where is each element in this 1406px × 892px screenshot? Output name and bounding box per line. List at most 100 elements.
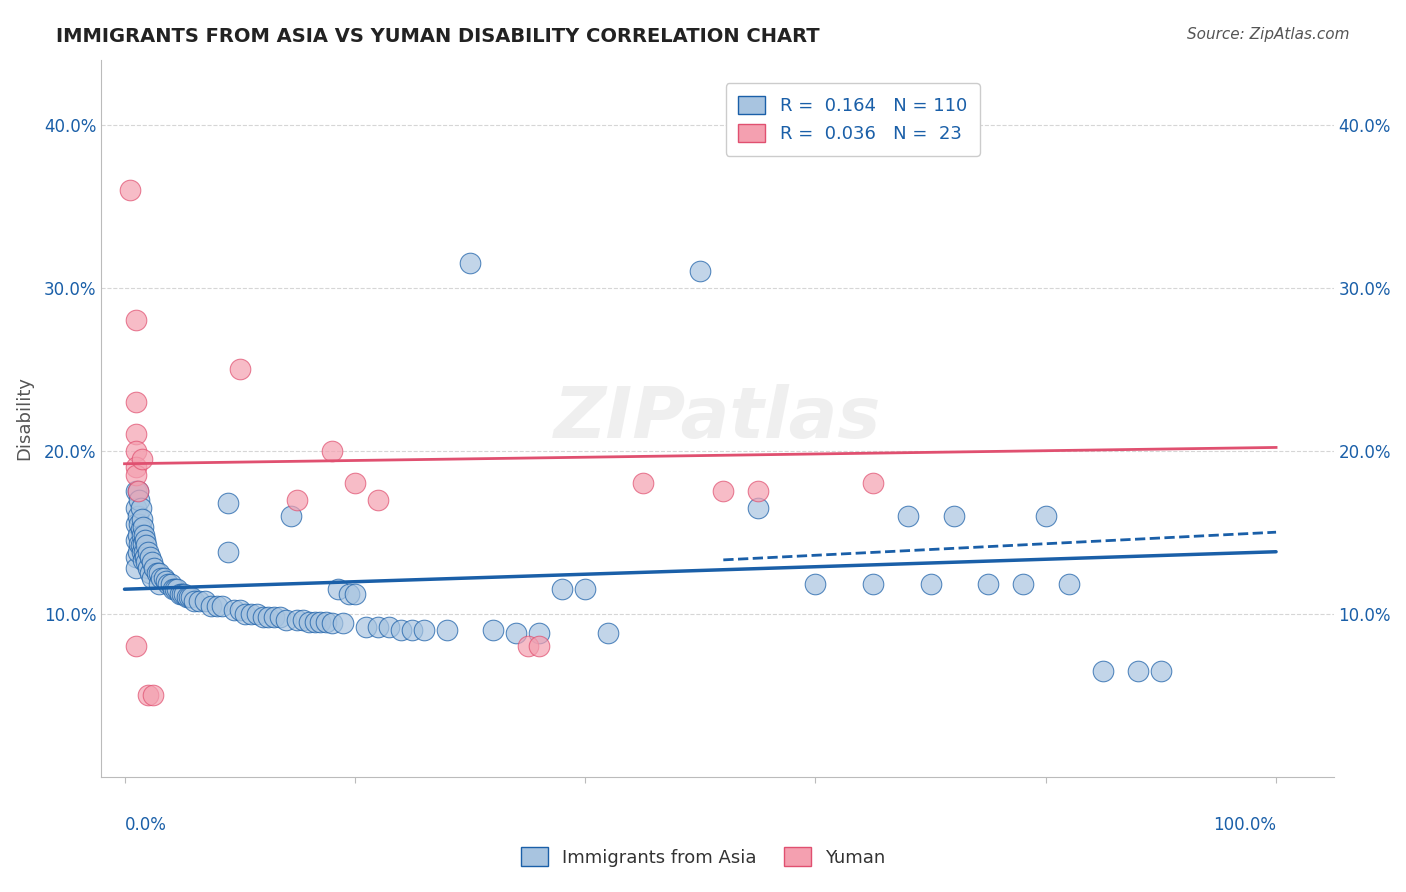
Point — [128, 516, 150, 531]
Point — [148, 566, 170, 580]
Point — [337, 587, 360, 601]
Point — [321, 443, 343, 458]
Point — [142, 688, 165, 702]
Point — [343, 587, 366, 601]
Legend: R =  0.164   N = 110, R =  0.036   N =  23: R = 0.164 N = 110, R = 0.036 N = 23 — [725, 83, 980, 156]
Point — [217, 496, 239, 510]
Point — [141, 555, 163, 569]
Point — [127, 528, 149, 542]
Point — [598, 626, 620, 640]
Point — [862, 577, 884, 591]
Point — [228, 362, 250, 376]
Point — [436, 623, 458, 637]
Point — [505, 626, 527, 640]
Point — [315, 615, 337, 629]
Point — [162, 582, 184, 597]
Point — [127, 508, 149, 523]
Point — [321, 616, 343, 631]
Point — [367, 492, 389, 507]
Point — [942, 508, 965, 523]
Point — [135, 555, 157, 569]
Point — [920, 577, 942, 591]
Point — [131, 545, 153, 559]
Point — [343, 476, 366, 491]
Point — [134, 549, 156, 564]
Point — [173, 587, 195, 601]
Point — [148, 577, 170, 591]
Point — [125, 468, 148, 483]
Point — [711, 484, 734, 499]
Point — [304, 615, 326, 629]
Point — [177, 591, 200, 605]
Point — [143, 561, 166, 575]
Point — [217, 545, 239, 559]
Point — [367, 620, 389, 634]
Point — [211, 599, 233, 613]
Point — [222, 603, 245, 617]
Y-axis label: Disability: Disability — [15, 376, 32, 460]
Point — [1092, 664, 1115, 678]
Point — [125, 427, 148, 442]
Point — [145, 566, 167, 580]
Point — [1057, 577, 1080, 591]
Point — [747, 484, 769, 499]
Point — [188, 593, 211, 607]
Point — [1035, 508, 1057, 523]
Point — [269, 610, 291, 624]
Point — [240, 607, 263, 621]
Point — [200, 599, 222, 613]
Text: 0.0%: 0.0% — [125, 816, 166, 834]
Point — [1150, 664, 1173, 678]
Point — [132, 520, 155, 534]
Point — [125, 394, 148, 409]
Point — [150, 571, 173, 585]
Point — [125, 313, 148, 327]
Point — [205, 599, 228, 613]
Point — [252, 610, 274, 624]
Point — [389, 623, 412, 637]
Point — [180, 591, 202, 605]
Point — [172, 587, 194, 601]
Point — [977, 577, 1000, 591]
Point — [134, 533, 156, 548]
Point — [125, 460, 148, 475]
Point — [125, 549, 148, 564]
Point — [183, 593, 205, 607]
Point — [285, 613, 308, 627]
Point — [631, 476, 654, 491]
Point — [527, 626, 550, 640]
Point — [129, 538, 152, 552]
Point — [139, 549, 162, 564]
Point — [176, 591, 198, 605]
Point — [166, 582, 188, 597]
Point — [298, 615, 321, 629]
Point — [551, 582, 574, 597]
Point — [246, 607, 269, 621]
Point — [689, 264, 711, 278]
Text: 100.0%: 100.0% — [1213, 816, 1277, 834]
Point — [141, 571, 163, 585]
Point — [169, 587, 191, 601]
Point — [139, 566, 162, 580]
Point — [132, 553, 155, 567]
Point — [332, 616, 354, 631]
Point — [125, 516, 148, 531]
Point — [131, 512, 153, 526]
Text: IMMIGRANTS FROM ASIA VS YUMAN DISABILITY CORRELATION CHART: IMMIGRANTS FROM ASIA VS YUMAN DISABILITY… — [56, 27, 820, 45]
Point — [136, 545, 159, 559]
Legend: Immigrants from Asia, Yuman: Immigrants from Asia, Yuman — [513, 840, 893, 874]
Point — [378, 620, 401, 634]
Point — [128, 536, 150, 550]
Point — [482, 623, 505, 637]
Point — [132, 536, 155, 550]
Point — [131, 528, 153, 542]
Point — [804, 577, 827, 591]
Point — [136, 688, 159, 702]
Point — [136, 561, 159, 575]
Point — [516, 640, 538, 654]
Point — [155, 574, 177, 588]
Point — [125, 561, 148, 575]
Point — [120, 183, 142, 197]
Point — [165, 582, 187, 597]
Point — [125, 484, 148, 499]
